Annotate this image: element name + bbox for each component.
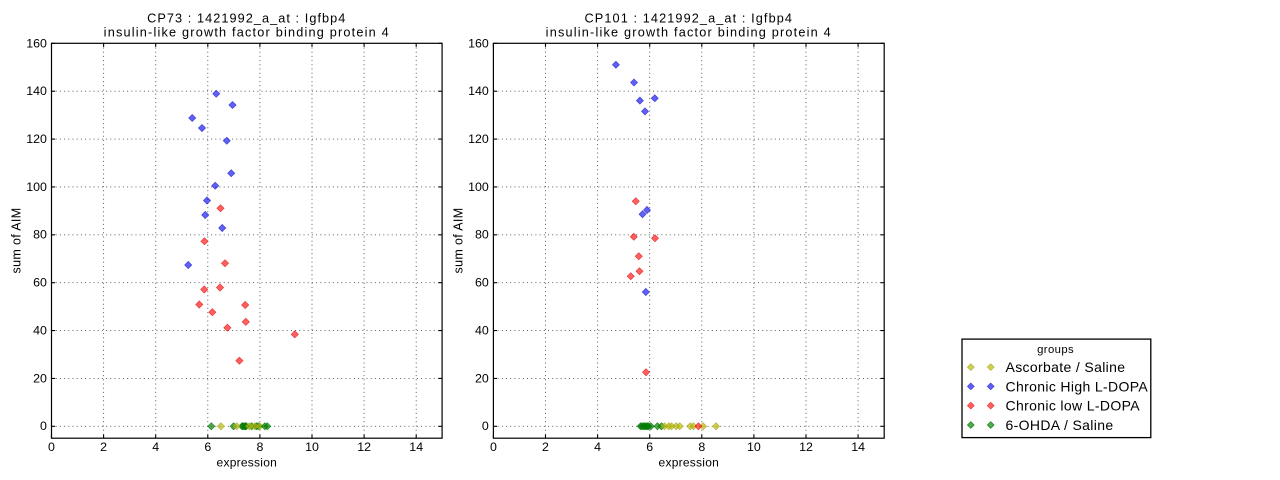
- svg-text:10: 10: [747, 440, 761, 454]
- svg-text:Chronic low L-DOPA: Chronic low L-DOPA: [1006, 398, 1141, 414]
- svg-text:140: 140: [468, 84, 489, 98]
- svg-text:80: 80: [475, 228, 489, 242]
- svg-text:14: 14: [851, 440, 865, 454]
- svg-text:160: 160: [26, 36, 47, 50]
- svg-text:80: 80: [33, 228, 47, 242]
- svg-text:0: 0: [490, 440, 497, 454]
- svg-text:insulin-like growth factor bin: insulin-like growth factor binding prote…: [546, 26, 832, 40]
- svg-text:10: 10: [305, 440, 319, 454]
- svg-text:Ascorbate / Saline: Ascorbate / Saline: [1006, 359, 1126, 375]
- svg-text:2: 2: [100, 440, 107, 454]
- svg-text:0: 0: [40, 419, 47, 433]
- svg-text:12: 12: [357, 440, 371, 454]
- svg-text:Chronic High L-DOPA: Chronic High L-DOPA: [1006, 378, 1149, 394]
- svg-text:expression: expression: [659, 456, 720, 470]
- svg-text:expression: expression: [217, 456, 278, 470]
- svg-text:160: 160: [468, 36, 489, 50]
- svg-text:120: 120: [26, 132, 47, 146]
- svg-text:140: 140: [26, 84, 47, 98]
- svg-text:2: 2: [542, 440, 549, 454]
- svg-text:20: 20: [33, 371, 47, 385]
- svg-text:6: 6: [204, 440, 211, 454]
- svg-text:sum of AIM: sum of AIM: [10, 207, 24, 273]
- svg-text:60: 60: [475, 276, 489, 290]
- svg-text:CP73 : 1421992_a_at : Igfbp4: CP73 : 1421992_a_at : Igfbp4: [147, 11, 346, 25]
- svg-text:12: 12: [799, 440, 813, 454]
- svg-text:40: 40: [475, 323, 489, 337]
- svg-text:0: 0: [48, 440, 55, 454]
- svg-text:8: 8: [698, 440, 705, 454]
- svg-text:14: 14: [409, 440, 423, 454]
- svg-text:4: 4: [594, 440, 601, 454]
- svg-text:insulin-like growth factor bin: insulin-like growth factor binding prote…: [104, 26, 390, 40]
- svg-text:sum of AIM: sum of AIM: [451, 207, 465, 273]
- svg-text:CP101 : 1421992_a_at : Igfbp4: CP101 : 1421992_a_at : Igfbp4: [585, 11, 794, 25]
- svg-text:8: 8: [256, 440, 263, 454]
- svg-text:40: 40: [33, 323, 47, 337]
- svg-text:6: 6: [646, 440, 653, 454]
- svg-text:6-OHDA / Saline: 6-OHDA / Saline: [1006, 417, 1114, 433]
- svg-text:4: 4: [152, 440, 159, 454]
- svg-text:groups: groups: [1037, 344, 1074, 356]
- svg-text:0: 0: [482, 419, 489, 433]
- svg-text:120: 120: [468, 132, 489, 146]
- svg-text:100: 100: [26, 180, 47, 194]
- svg-text:60: 60: [33, 276, 47, 290]
- svg-text:20: 20: [475, 371, 489, 385]
- svg-text:100: 100: [468, 180, 489, 194]
